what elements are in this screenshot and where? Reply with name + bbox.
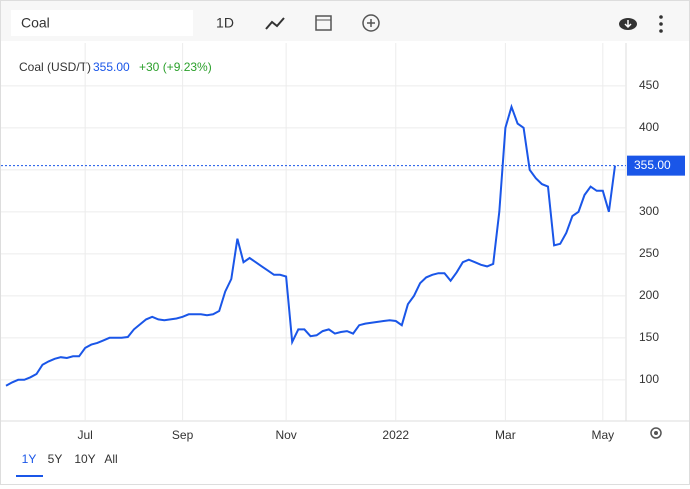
y-tick-label: 250 [639, 246, 659, 260]
x-tick-label: May [591, 428, 614, 442]
range-button[interactable]: All [104, 452, 117, 466]
y-tick-label: 400 [639, 120, 659, 134]
y-tick-label: 100 [639, 372, 659, 386]
range-button[interactable]: 1Y [22, 452, 37, 466]
last-price-box [627, 155, 685, 176]
search-text[interactable]: Coal [21, 15, 50, 31]
last-price-label: 355.00 [634, 158, 671, 172]
compare-icon[interactable] [362, 14, 380, 32]
range-button[interactable]: 5Y [48, 452, 63, 466]
y-tick-label: 200 [639, 288, 659, 302]
chart-title: Coal (USD/T) [19, 60, 91, 74]
calendar-icon[interactable] [315, 15, 332, 31]
download-icon[interactable] [619, 18, 637, 30]
price-line [5, 103, 616, 387]
x-tick-label: Sep [172, 428, 194, 442]
search-box[interactable] [11, 10, 193, 36]
y-tick-label: 450 [639, 78, 659, 92]
interval[interactable]: 1D [216, 15, 234, 31]
y-tick-label: 300 [639, 204, 659, 218]
price: 355.00 [93, 60, 130, 74]
y-tick-label: 150 [639, 330, 659, 344]
x-tick-label: Jul [77, 428, 92, 442]
change: +30 (+9.23%) [139, 60, 212, 74]
settings-icon[interactable] [650, 427, 662, 439]
range-button[interactable]: 10Y [74, 452, 95, 466]
chart-type-icon[interactable] [265, 17, 285, 30]
x-tick-label: Nov [275, 428, 296, 442]
menu-icon[interactable] [659, 15, 663, 33]
x-tick-label: Mar [495, 428, 516, 442]
x-tick-label: 2022 [382, 428, 409, 442]
